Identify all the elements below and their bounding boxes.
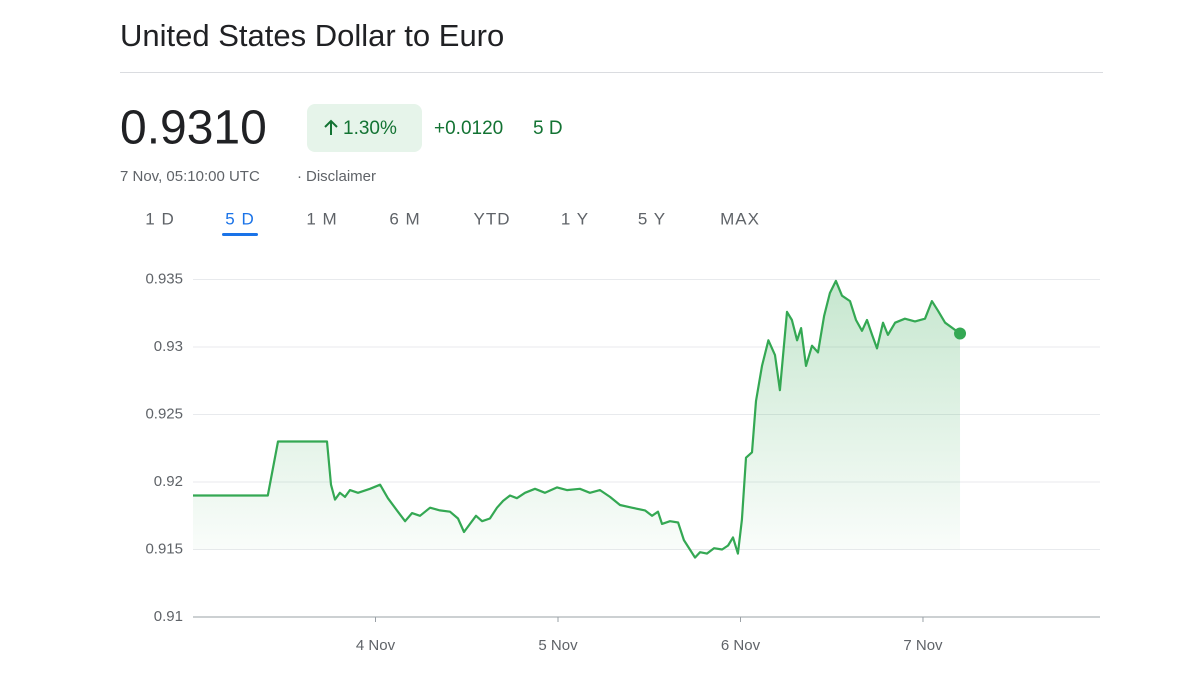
x-tick-label: 4 Nov xyxy=(356,637,396,654)
change: +0.0120 xyxy=(434,118,503,139)
x-tick-label: 7 Nov xyxy=(903,637,943,654)
range-tab[interactable]: 5 Y xyxy=(638,209,666,228)
y-tick-label: 0.92 xyxy=(154,473,183,490)
timestamp: 7 Nov, 05:10:00 UTC xyxy=(120,168,260,185)
chart: 0.91 0.915 0.92 0.925 0.93 0.935 4 Nov 5 Nov 6 N… xyxy=(145,271,1100,654)
period: 5 D xyxy=(533,118,563,139)
y-tick-label: 0.935 xyxy=(145,271,183,288)
range-tabs: 1 D 5 D 1 M 6 M YTD 1 Y 5 Y MAX xyxy=(145,209,760,236)
range-tab[interactable]: MAX xyxy=(720,209,760,228)
range-tab[interactable]: 1 Y xyxy=(561,209,589,228)
last-point xyxy=(954,327,967,340)
disclaimer-link[interactable]: Disclaimer xyxy=(306,168,376,185)
x-tick-label: 6 Nov xyxy=(721,637,761,654)
y-tick-label: 0.91 xyxy=(154,608,183,625)
range-tab[interactable]: 5 D xyxy=(225,209,254,228)
active-tab-underline xyxy=(222,233,258,236)
x-tick-label: 5 Nov xyxy=(538,637,578,654)
title: United States Dollar to Euro xyxy=(120,18,504,53)
up-arrow xyxy=(324,119,338,135)
range-tab[interactable]: 6 M xyxy=(389,209,420,228)
y-tick-label: 0.925 xyxy=(145,405,183,422)
range-tab[interactable]: YTD xyxy=(474,209,511,228)
y-tick-label: 0.915 xyxy=(145,540,183,557)
change-badge xyxy=(307,104,422,152)
separator: · xyxy=(297,168,302,185)
range-tab[interactable]: 1 D xyxy=(145,209,174,228)
range-tab[interactable]: 1 M xyxy=(306,209,337,228)
price: 0.9310 xyxy=(120,102,267,155)
price-line xyxy=(193,279,961,559)
area xyxy=(193,280,961,558)
y-tick-label: 0.93 xyxy=(154,338,183,355)
change-percent: 1.30% xyxy=(343,118,397,139)
